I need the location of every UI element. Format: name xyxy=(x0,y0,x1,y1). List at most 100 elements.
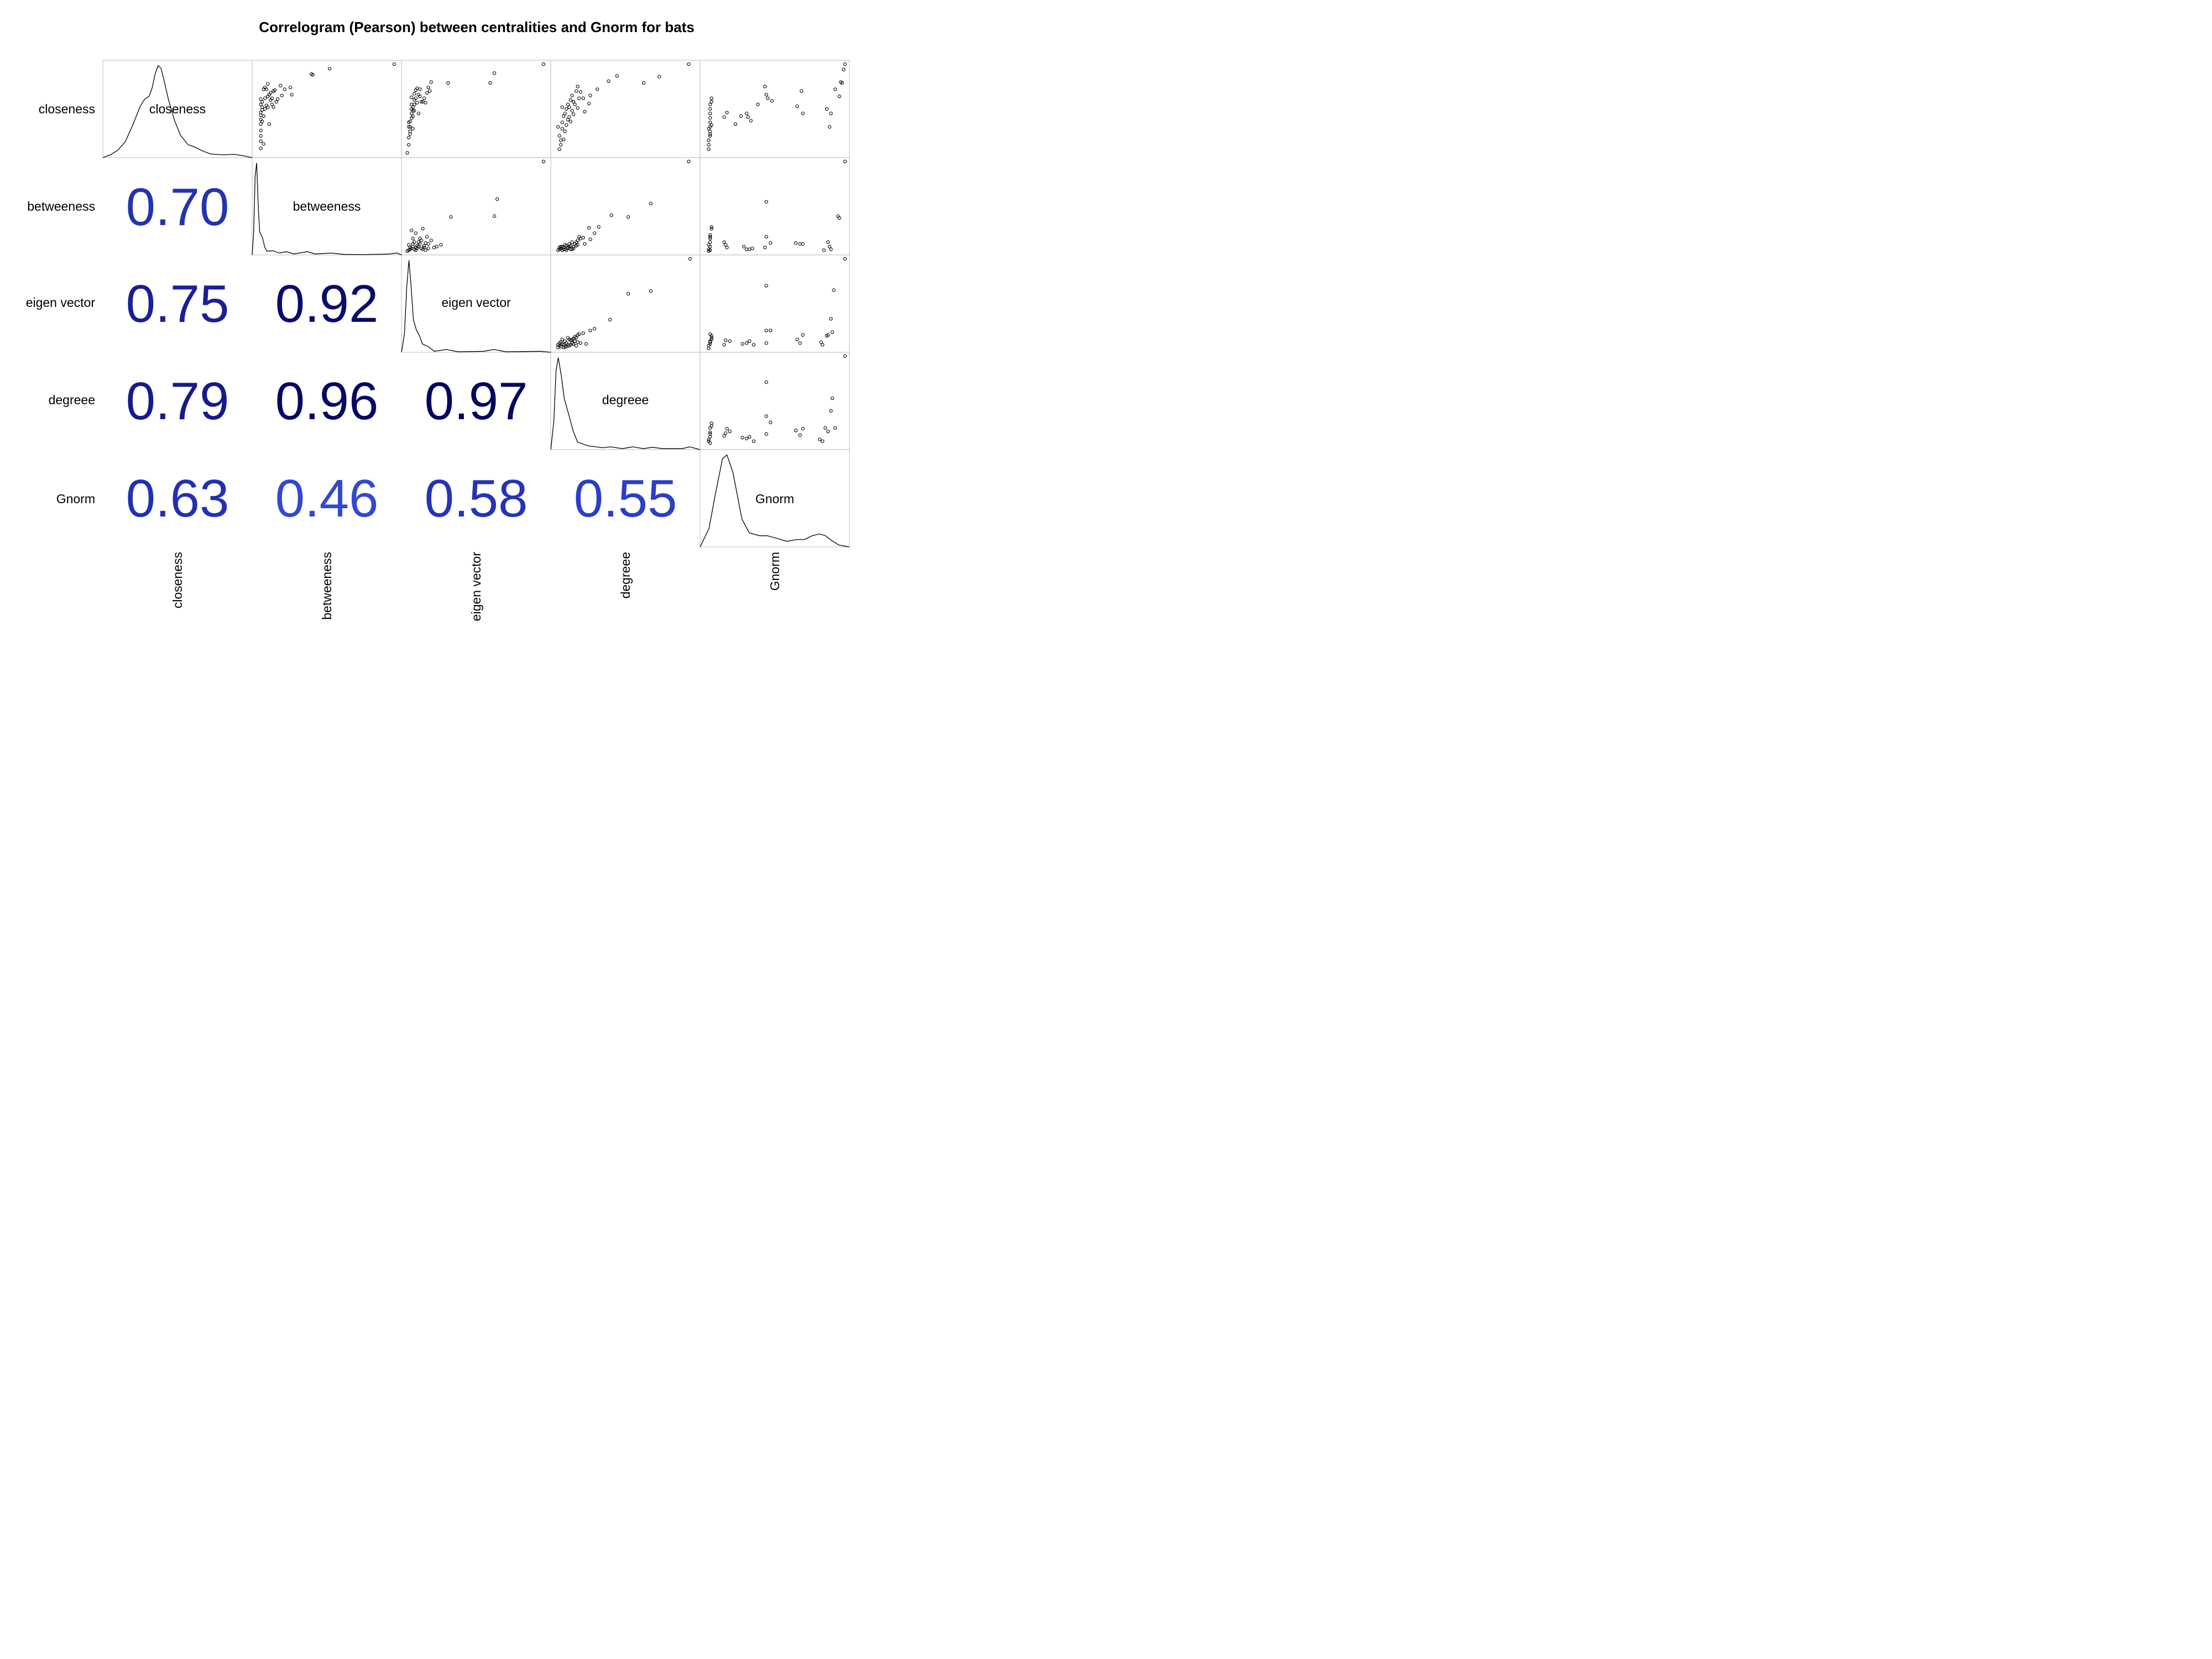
scatter-point xyxy=(769,328,773,332)
scatter-point xyxy=(263,85,267,90)
scatter-point xyxy=(707,147,711,152)
scatter-point xyxy=(829,409,833,413)
scatter-point xyxy=(709,96,713,100)
scatter-point xyxy=(259,102,263,107)
scatter-point xyxy=(649,289,653,293)
scatter-point xyxy=(748,435,752,439)
panel-betweeness-eigen-vector xyxy=(401,157,551,255)
scatter-point xyxy=(570,93,574,97)
scatter-point xyxy=(822,248,826,252)
scatter-point xyxy=(615,74,619,78)
scatter-point xyxy=(707,143,711,147)
scatter-point xyxy=(764,200,768,204)
corr-gnorm-closeness: 0.63 xyxy=(126,469,229,528)
scatter-point xyxy=(419,238,424,242)
scatter-point xyxy=(273,88,277,92)
scatter-point xyxy=(568,247,573,251)
scatter-point xyxy=(843,354,847,358)
scatter-point xyxy=(626,292,630,296)
scatter-point xyxy=(740,342,744,346)
scatter-point xyxy=(426,242,430,246)
scatter-point xyxy=(745,111,749,116)
scatter-point xyxy=(709,123,713,127)
scatter-point xyxy=(556,125,560,129)
scatter-point xyxy=(794,429,798,432)
scatter-point xyxy=(413,102,416,107)
scatter-point xyxy=(708,233,712,237)
scatter-point xyxy=(565,107,568,111)
scatter-point xyxy=(406,121,411,124)
row-label-betweeness: betweeness xyxy=(27,199,95,213)
scatter-point xyxy=(830,396,834,400)
scatter-point xyxy=(708,134,712,138)
scatter-point xyxy=(829,111,833,116)
scatter-point xyxy=(725,246,729,249)
scatter-point xyxy=(829,317,833,321)
scatter-point xyxy=(570,341,574,345)
col-label-gnorm: Gnorm xyxy=(768,552,782,591)
scatter-point xyxy=(709,227,713,231)
scatter-point xyxy=(794,241,798,245)
scatter-point xyxy=(418,87,422,91)
scatter-point xyxy=(410,228,414,232)
scatter-point xyxy=(752,343,756,347)
corr-eigen-vector-betweeness: 0.92 xyxy=(275,274,379,333)
scatter-point xyxy=(576,238,580,242)
scatter-point xyxy=(411,237,415,241)
scatter-point xyxy=(709,225,713,229)
scatter-point xyxy=(742,244,746,249)
scatter-point xyxy=(568,98,573,102)
scatter-point xyxy=(563,129,567,133)
scatter-point xyxy=(764,341,768,345)
scatter-point xyxy=(425,234,429,239)
scatter-point xyxy=(541,62,546,66)
scatter-point xyxy=(267,122,272,126)
scatter-point xyxy=(826,240,830,244)
panel-degreee-gnorm xyxy=(700,352,850,450)
correlation-values: 0.70 0.75 0.92 0.79 0.96 0.97 0.63 0.46 … xyxy=(126,178,677,528)
scatter-point xyxy=(429,80,433,84)
scatter-point xyxy=(588,237,592,242)
scatter-point xyxy=(311,73,315,77)
scatter-point xyxy=(263,96,267,100)
scatter-point xyxy=(568,119,573,123)
scatter-point xyxy=(609,213,613,217)
scatter-point xyxy=(418,242,422,246)
scatter-point xyxy=(274,100,278,104)
scatter-point xyxy=(327,66,332,71)
scatter-point xyxy=(577,332,581,336)
scatter-point xyxy=(262,114,265,118)
scatter-point xyxy=(708,234,712,239)
scatter-point xyxy=(801,111,805,116)
scatter-point xyxy=(801,427,805,431)
scatter-point xyxy=(559,143,563,147)
scatter-point xyxy=(414,96,418,100)
scatter-closeness-vs-eigen-vector xyxy=(405,62,546,155)
scatter-point xyxy=(607,79,611,83)
scatter-point xyxy=(745,436,749,441)
density-curve-eigen-vector xyxy=(401,260,551,353)
scatter-point xyxy=(262,142,265,146)
diag-label-closeness: closeness xyxy=(149,102,206,116)
scatter-point xyxy=(270,102,274,107)
scatter-point xyxy=(272,105,275,109)
scatter-point xyxy=(408,132,412,136)
scatter-point xyxy=(739,114,743,118)
scatter-point xyxy=(419,100,424,104)
scatter-point xyxy=(708,111,712,116)
scatter-point xyxy=(795,337,799,341)
scatter-point xyxy=(566,336,570,340)
scatter-point xyxy=(728,429,732,434)
scatter-point xyxy=(563,243,567,247)
scatter-point xyxy=(723,243,728,247)
scatter-point xyxy=(260,100,264,104)
scatter-point xyxy=(722,115,726,119)
scatter-point xyxy=(288,85,293,90)
scatter-point xyxy=(842,67,846,71)
scatter-point xyxy=(708,116,712,120)
scatter-point xyxy=(560,121,564,124)
scatter-point xyxy=(259,97,263,101)
scatter-point xyxy=(745,341,749,345)
scatter-point xyxy=(708,102,712,107)
scatter-point xyxy=(422,244,426,248)
